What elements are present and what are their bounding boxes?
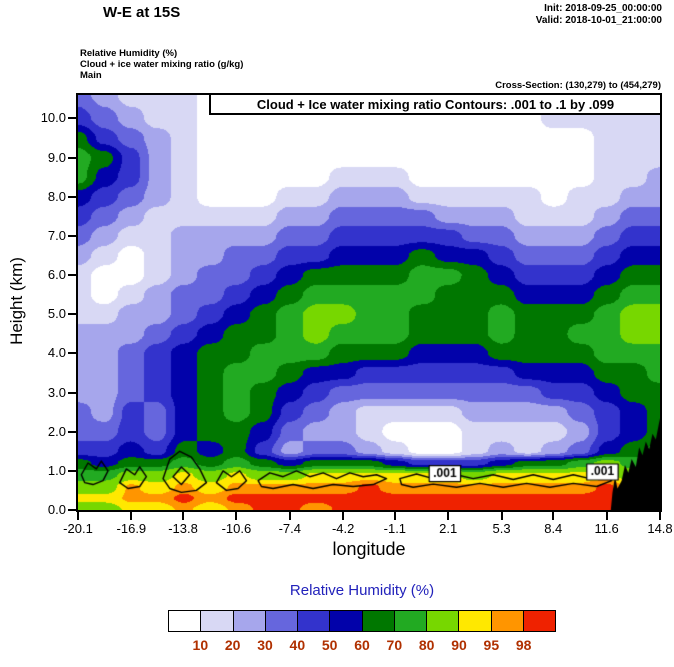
y-tick-label: 6.0 xyxy=(47,267,66,283)
y-tick-label: 9.0 xyxy=(47,149,66,165)
x-tick-label: -10.6 xyxy=(221,521,252,536)
field-cloud-ice: Cloud + ice water mixing ratio (g/kg) xyxy=(80,59,244,70)
init-time: Init: 2018-09-25_00:00:00 xyxy=(544,3,662,14)
x-tick-label: 8.4 xyxy=(544,521,563,536)
x-tick-label: -20.1 xyxy=(63,521,93,536)
x-tick-mark xyxy=(182,512,185,520)
cross-section-canvas xyxy=(78,95,660,510)
contour-info-box: Cloud + Ice water mixing ratio Contours:… xyxy=(209,93,662,115)
y-tick-mark xyxy=(68,274,76,277)
x-tick-label: -4.2 xyxy=(331,521,355,536)
x-tick-label: 2.1 xyxy=(439,521,458,536)
field-list: Relative Humidity (%) Cloud + ice water … xyxy=(80,48,243,81)
y-tick-mark xyxy=(68,352,76,355)
legend-value: 98 xyxy=(515,637,532,653)
legend-value: 90 xyxy=(451,637,467,653)
y-tick-label: 1.0 xyxy=(47,462,66,478)
x-tick-mark xyxy=(659,512,661,520)
legend-value: 95 xyxy=(483,637,500,653)
x-tick-label: 5.3 xyxy=(492,521,511,536)
page-title: W-E at 15S xyxy=(103,4,181,21)
y-tick-label: 7.0 xyxy=(47,227,66,243)
x-tick-mark xyxy=(605,512,608,520)
legend-value: 60 xyxy=(354,637,370,653)
legend-value: 30 xyxy=(257,637,273,653)
legend-swatch xyxy=(491,610,524,632)
y-tick-label: 3.0 xyxy=(47,384,66,400)
x-tick-mark xyxy=(552,512,555,520)
cross-section-coords: Cross-Section: (130,279) to (454,279) xyxy=(495,80,661,91)
x-tick-mark xyxy=(77,512,79,520)
x-tick-mark xyxy=(235,512,238,520)
run-times: Init: 2018-09-25_00:00:00 Valid: 2018-10… xyxy=(536,3,662,27)
legend-swatch xyxy=(427,610,460,632)
legend-value: 70 xyxy=(386,637,403,653)
legend-swatch xyxy=(298,610,331,632)
x-axis-label: longitude xyxy=(332,539,406,559)
y-tick-mark xyxy=(68,156,76,159)
y-tick-mark xyxy=(68,391,76,394)
legend-title: Relative Humidity (%) xyxy=(289,582,435,599)
legend-swatch xyxy=(362,610,395,632)
y-tick-label: 8.0 xyxy=(47,188,66,204)
y-tick-mark xyxy=(68,195,76,198)
x-tick-mark xyxy=(130,512,133,520)
x-tick-label: -1.1 xyxy=(383,521,407,536)
y-tick-label: 5.0 xyxy=(47,306,66,322)
x-tick-label: -13.8 xyxy=(168,521,198,536)
x-tick-label: -7.4 xyxy=(278,521,301,536)
y-tick-mark xyxy=(68,234,76,237)
y-tick-label: 4.0 xyxy=(47,345,66,361)
legend-swatch xyxy=(233,610,266,632)
legend-swatch xyxy=(394,610,427,632)
y-tick-label: 0.0 xyxy=(47,502,66,517)
x-tick-mark xyxy=(342,512,345,520)
y-tick-label: 2.0 xyxy=(47,423,66,439)
legend-swatch xyxy=(523,610,556,632)
y-tick-mark xyxy=(68,469,76,472)
plot-area: Cloud + Ice water mixing ratio Contours:… xyxy=(76,93,662,512)
legend-swatch xyxy=(459,610,492,632)
y-tick-mark xyxy=(68,430,76,433)
x-tick-label: 14.8 xyxy=(647,521,673,536)
x-tick-mark xyxy=(288,512,291,520)
y-tick-mark xyxy=(68,509,76,511)
legend-value: 50 xyxy=(321,637,338,653)
legend-swatch xyxy=(265,610,298,632)
y-tick-mark xyxy=(68,117,76,120)
legend-value: 80 xyxy=(418,637,435,653)
legend-value: 20 xyxy=(224,637,241,653)
x-tick-mark xyxy=(393,512,396,520)
x-tick-label: -16.9 xyxy=(116,521,147,536)
legend-colorbar xyxy=(168,610,556,632)
legend-swatch xyxy=(201,610,234,632)
legend-value: 40 xyxy=(289,637,306,653)
field-domain: Main xyxy=(80,70,102,81)
field-rh: Relative Humidity (%) xyxy=(80,48,178,59)
x-tick-mark xyxy=(447,512,450,520)
legend-swatch xyxy=(330,610,363,632)
valid-time: Valid: 2018-10-01_21:00:00 xyxy=(535,15,662,26)
x-tick-mark xyxy=(500,512,503,520)
legend-swatch xyxy=(168,610,202,632)
legend-value: 10 xyxy=(192,637,209,653)
x-tick-label: 11.6 xyxy=(594,521,619,536)
y-tick-mark xyxy=(68,313,76,316)
y-tick-label: 10.0 xyxy=(40,110,66,126)
